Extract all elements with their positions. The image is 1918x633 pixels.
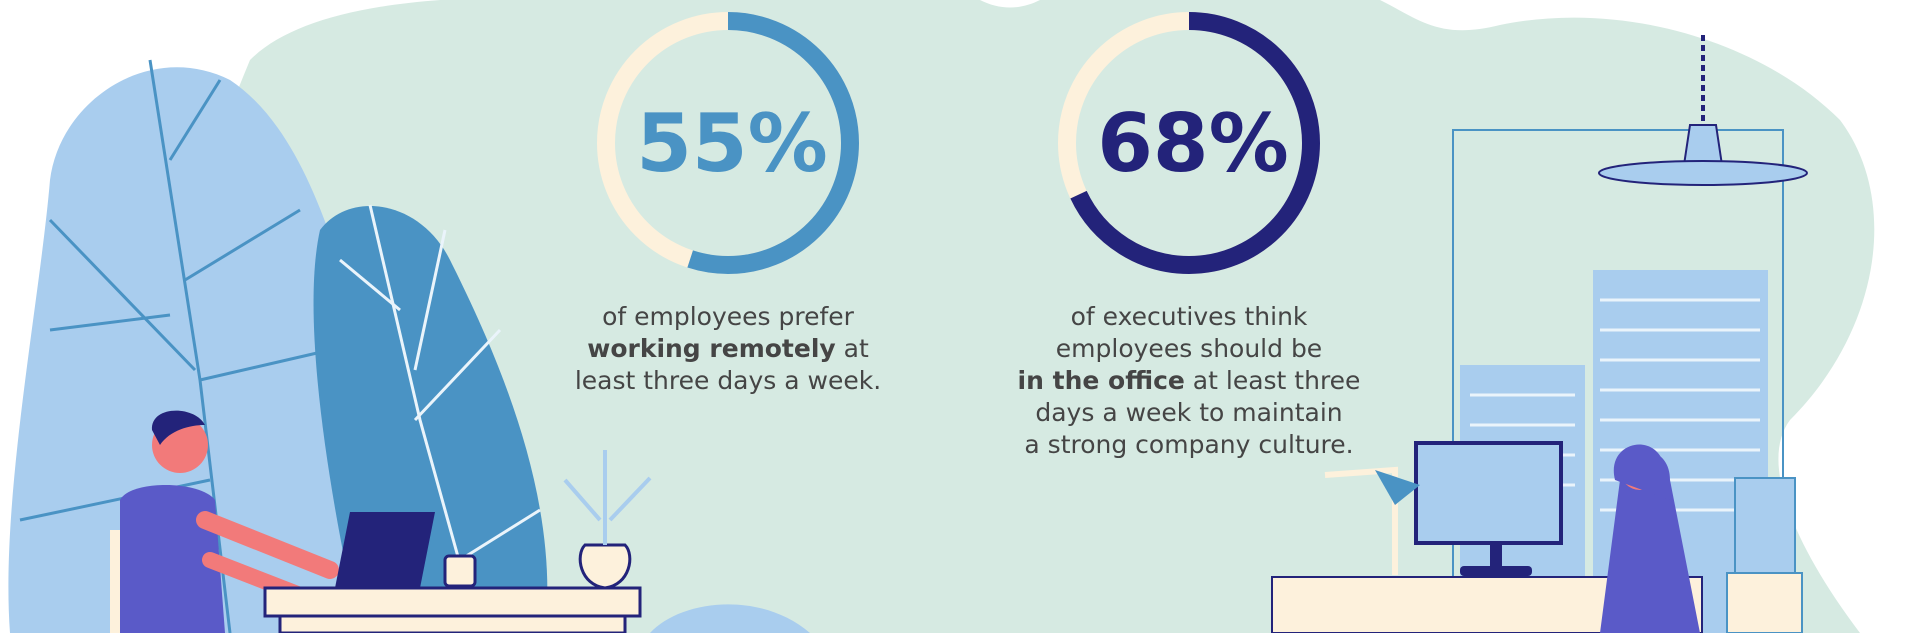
right-office bbox=[1271, 35, 1808, 633]
caption-line: of employees prefer bbox=[602, 302, 855, 331]
caption-line: least three days a week. bbox=[575, 366, 881, 395]
caption-run: in the office bbox=[1018, 366, 1185, 395]
caption-run: of executives think bbox=[1071, 302, 1308, 331]
caption-line: of executives think bbox=[1071, 302, 1308, 331]
caption-line: days a week to maintain bbox=[1035, 398, 1342, 427]
caption-run: of employees prefer bbox=[602, 302, 855, 331]
caption-run: at least three bbox=[1185, 366, 1361, 395]
donut-arc bbox=[597, 12, 859, 274]
value-label: 55% bbox=[636, 97, 827, 190]
donut-arc bbox=[1058, 12, 1320, 274]
caption-line: a strong company culture. bbox=[1024, 430, 1353, 459]
caption-run: a strong company culture. bbox=[1024, 430, 1353, 459]
caption-line: in the office at least three bbox=[1018, 366, 1361, 395]
caption-line: employees should be bbox=[1056, 334, 1322, 363]
charts: 55% of employees prefer working remotely a… bbox=[575, 12, 1361, 459]
caption-run: days a week to maintain bbox=[1035, 398, 1342, 427]
caption-run: least three days a week. bbox=[575, 366, 881, 395]
left-person-desk bbox=[110, 410, 652, 633]
caption-line: working remotely at bbox=[587, 334, 869, 363]
caption-run: at bbox=[836, 334, 869, 363]
caption-run: employees should be bbox=[1056, 334, 1322, 363]
caption-run: working remotely bbox=[587, 334, 835, 363]
value-label: 68% bbox=[1097, 97, 1288, 190]
